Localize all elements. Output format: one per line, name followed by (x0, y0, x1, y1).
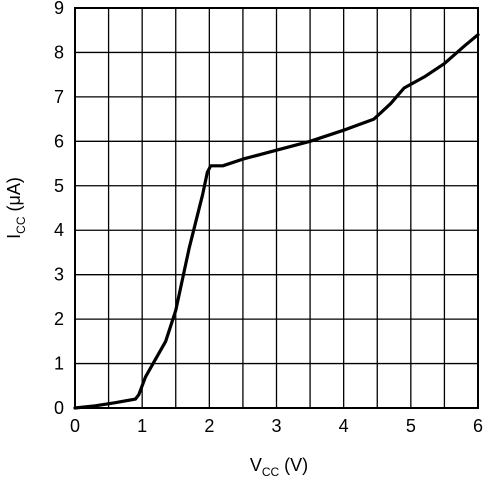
x-tick-label-3: 3 (271, 416, 281, 436)
y-tick-label-8: 8 (54, 42, 64, 62)
y-tick-label-0: 0 (54, 398, 64, 418)
x-tick-label-4: 4 (339, 416, 349, 436)
series-line-0 (73, 33, 480, 410)
y-tick-label-2: 2 (54, 309, 64, 329)
y-tick-label-6: 6 (54, 131, 64, 151)
x-tick-label-1: 1 (137, 416, 147, 436)
x-tick-label-0: 0 (70, 416, 80, 436)
y-tick-label-1: 1 (54, 354, 64, 374)
x-axis-label: VCC (V) (250, 455, 308, 479)
tick-labels-layer: 0 1 2 3 4 5 6 0 1 2 3 4 5 6 7 8 9 (54, 0, 483, 436)
x-tick-label-6: 6 (473, 416, 483, 436)
y-tick-label-3: 3 (54, 265, 64, 285)
plot-frame (74, 7, 479, 409)
plot-grid (74, 7, 479, 409)
y-axis-label: ICC (μA) (4, 177, 28, 239)
y-tick-label-4: 4 (54, 220, 64, 240)
x-tick-label-2: 2 (204, 416, 214, 436)
y-tick-label-9: 9 (54, 0, 64, 18)
y-tick-label-5: 5 (54, 176, 64, 196)
x-tick-label-5: 5 (406, 416, 416, 436)
y-tick-label-7: 7 (54, 87, 64, 107)
data-series-layer (73, 33, 480, 410)
